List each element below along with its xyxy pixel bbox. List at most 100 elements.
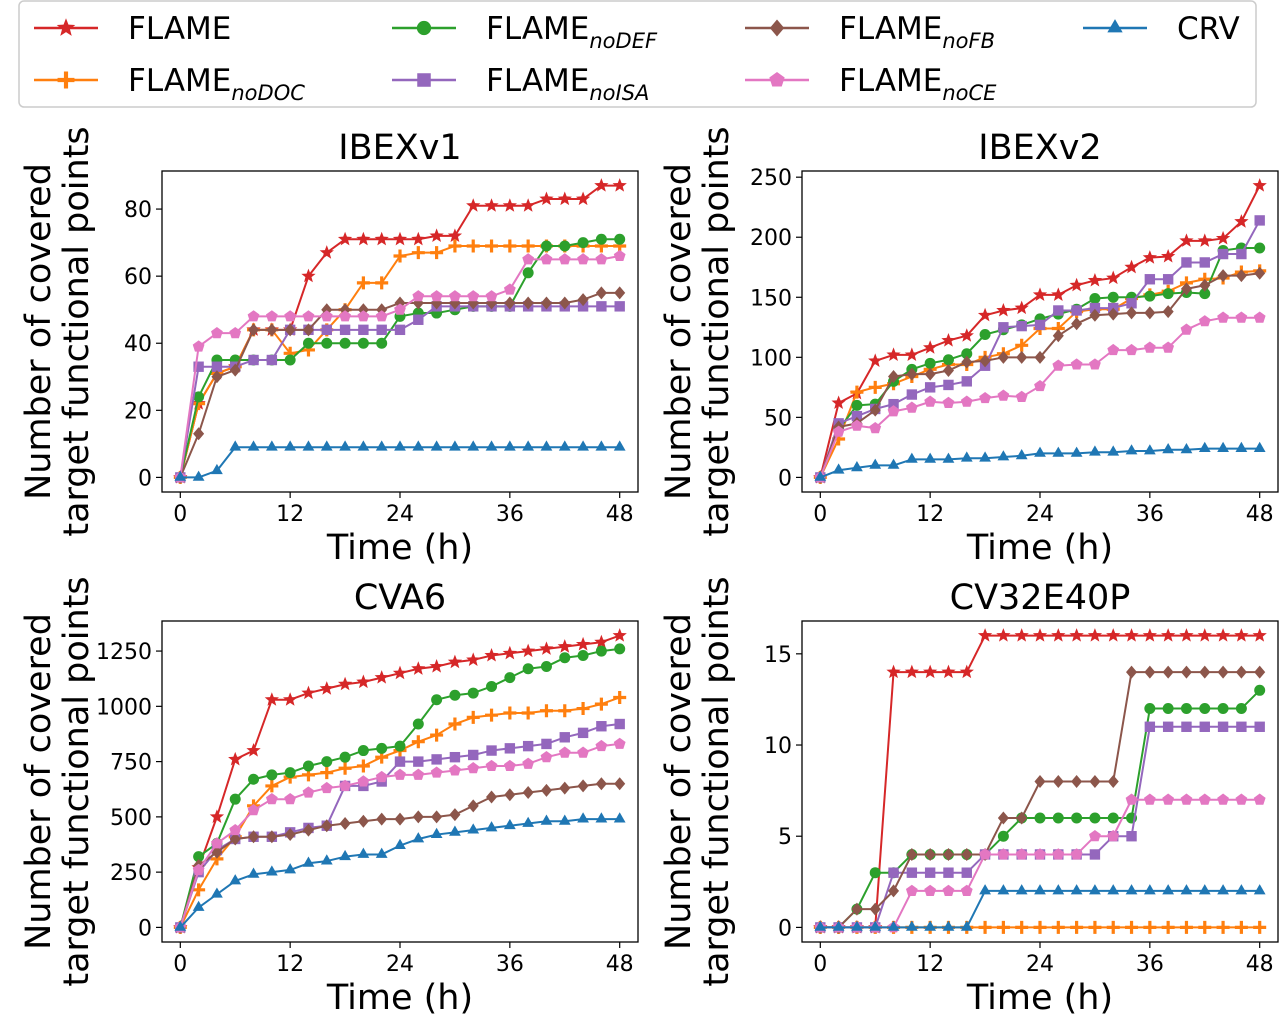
y-tick-label: 500 [110,806,152,831]
legend-label-base: FLAME [839,11,942,47]
data-point [1070,920,1084,934]
data-point [558,814,571,825]
data-point [905,452,918,463]
series-crv [174,812,626,931]
data-point [248,323,260,337]
data-point [577,779,589,793]
data-point [557,191,572,206]
series-flame-noce [174,249,626,483]
data-point [209,809,225,823]
data-point [1199,721,1210,732]
data-point [595,233,607,245]
data-point [1125,920,1139,934]
y-tick-label: 80 [124,198,152,223]
data-point [321,337,333,349]
data-point [485,708,499,722]
x-tick-label: 48 [1246,502,1274,527]
data-point [1253,793,1266,805]
data-point [559,240,571,252]
y-tick-label: 0 [138,916,152,941]
data-point [1071,305,1082,316]
data-point [210,852,224,866]
x-tick-label: 48 [606,502,634,527]
data-point [229,793,241,805]
legend-label: FLAMEnoDOC [128,63,305,105]
data-point [540,750,553,763]
data-point [614,286,626,300]
data-point [540,296,552,310]
data-point [977,628,993,642]
data-point [1217,665,1229,679]
data-point [247,310,260,322]
legend-label: FLAMEnoFB [839,11,995,53]
data-point [522,296,534,310]
data-point [1034,884,1046,895]
data-point [960,920,973,931]
data-point [1126,665,1138,679]
data-point [430,290,443,302]
data-point [888,398,899,410]
data-point [211,463,223,475]
data-point [540,814,553,825]
data-point [1051,321,1065,335]
data-point [1252,178,1267,192]
data-point [449,751,461,763]
data-point [1144,290,1156,302]
data-point [339,310,351,322]
data-point [905,401,918,413]
data-point [1089,358,1101,370]
data-point [888,884,900,898]
data-point [887,920,900,931]
data-point [394,303,406,315]
data-point [1161,248,1176,263]
series-line [179,634,621,928]
data-point [979,329,991,341]
data-point [1197,628,1212,642]
data-point [192,397,206,411]
data-point [1089,884,1101,895]
data-point [1034,446,1046,457]
data-point [594,239,608,253]
x-axis-label: Time (h) [326,978,473,1018]
data-point [942,884,955,896]
legend-entry-flame-noce: FLAMEnoCE [745,63,997,105]
data-point [266,354,278,366]
data-point [887,405,900,417]
data-point [1198,441,1211,452]
y-tick-label: 250 [750,166,792,191]
data-point [960,451,973,462]
data-point [1034,319,1046,331]
data-point [1217,793,1229,805]
data-point [869,458,882,469]
data-point [924,920,937,931]
data-point [1015,390,1028,402]
series-line [819,269,1260,478]
y-tick-label: 150 [750,286,792,311]
data-point [540,240,552,252]
data-point [1198,315,1211,327]
series-line [179,696,621,928]
data-point [1089,812,1101,824]
y-tick-label: 50 [764,406,792,431]
data-point [321,756,333,768]
data-point [320,766,334,780]
data-point [1034,812,1046,824]
data-point [1217,441,1229,452]
data-point [430,728,444,742]
legend-label: FLAMEnoISA [486,63,649,105]
data-point [1217,248,1229,260]
series-flame-noisa [815,215,1265,483]
x-tick-label: 24 [386,502,414,527]
data-point [1052,446,1065,457]
data-point [192,470,205,481]
data-point [467,296,479,310]
data-point [265,792,278,805]
data-point [486,790,498,804]
data-point [1253,920,1267,934]
data-point [486,680,498,692]
x-tick-label: 36 [496,952,524,977]
data-point [266,323,278,337]
data-point [1199,665,1211,679]
data-point [613,249,626,262]
data-point [356,674,371,689]
